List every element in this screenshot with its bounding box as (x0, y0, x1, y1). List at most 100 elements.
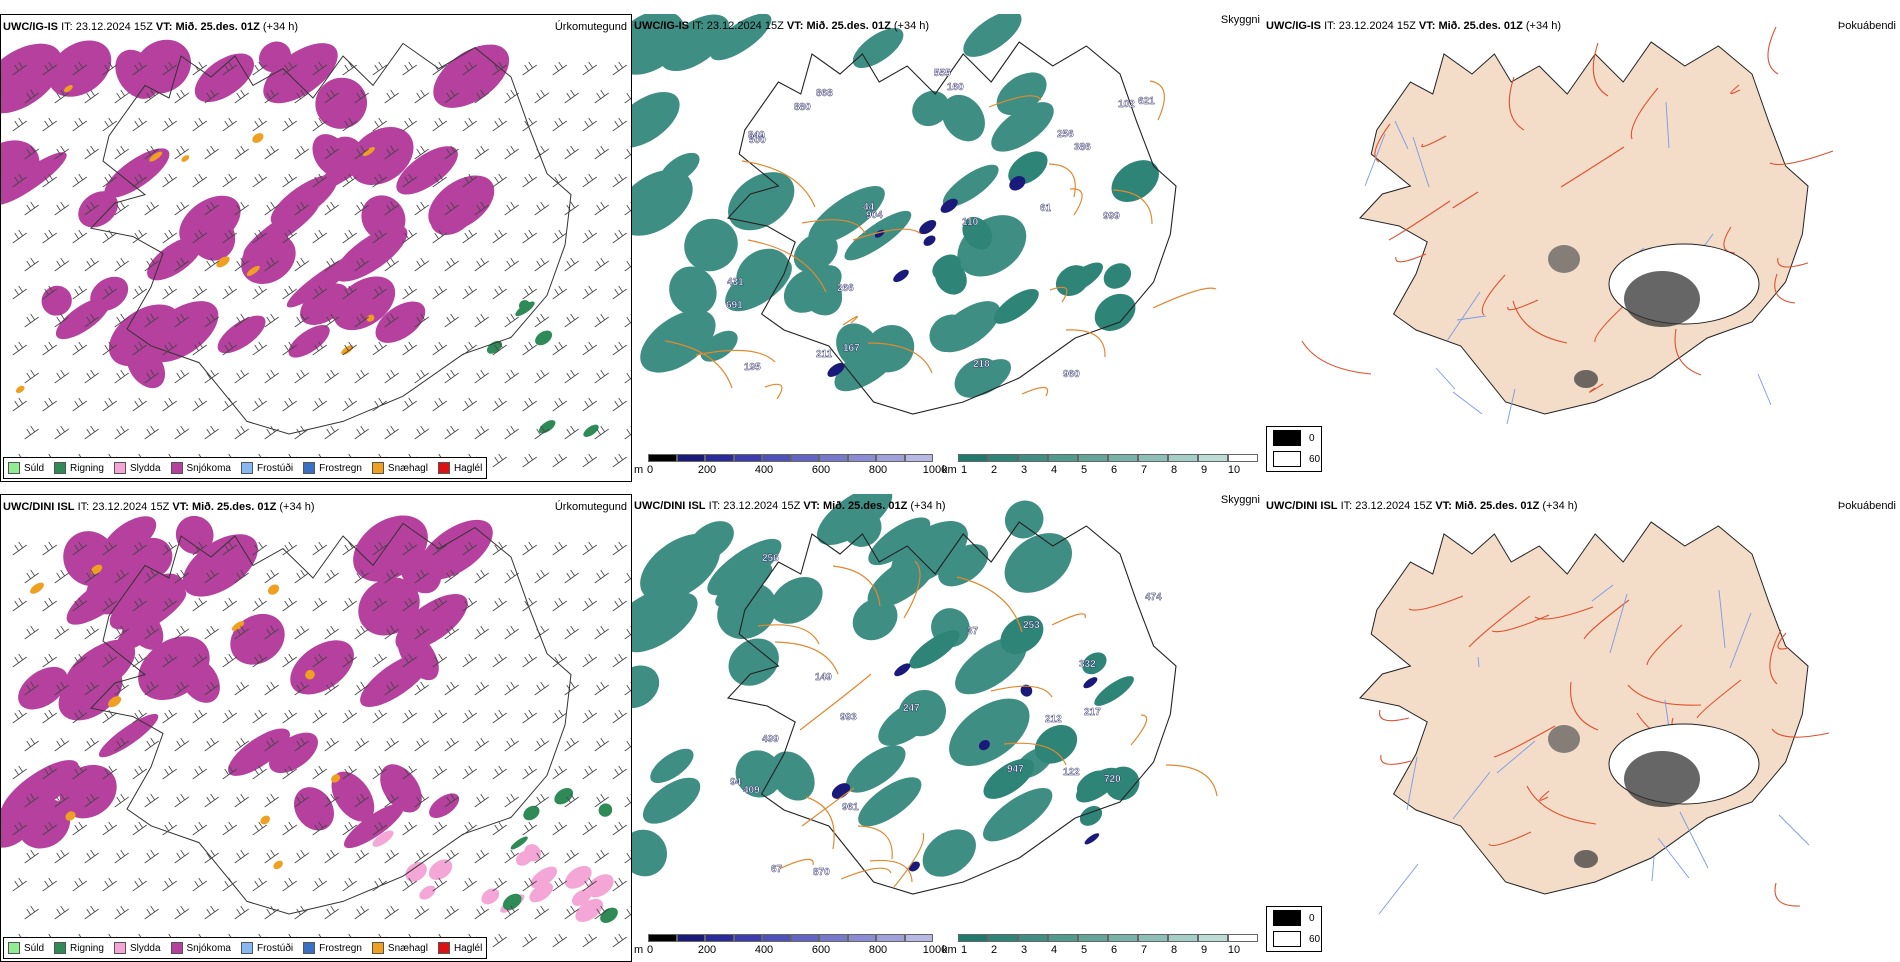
wind-barb (222, 821, 237, 836)
wind-barb (132, 341, 147, 356)
visibility-map: 870 947 993 961 720 253 499 474 212 94 149 122 247 40… (632, 494, 1218, 895)
legend-swatch (437, 462, 450, 474)
snow-area (78, 191, 118, 228)
wind-barb (192, 285, 207, 300)
wind-barb (24, 793, 39, 808)
panel-header: UWC/DINI ISL IT: 23.12.2024 15Z VT: Mið.… (3, 501, 315, 513)
colorbar-segment (705, 934, 734, 942)
sleet-area (372, 830, 394, 847)
wind-barb (552, 397, 567, 412)
it-time: 23.12.2024 15Z (75, 21, 153, 33)
fog-signal-area (1624, 751, 1700, 807)
wind-barb (282, 821, 297, 836)
road (1065, 329, 1106, 358)
iceland-outline (90, 42, 572, 435)
wind-barb (342, 821, 357, 836)
snow-area (102, 516, 157, 560)
fog-signal-area (1624, 271, 1700, 327)
legend-item: Frostúði (240, 462, 293, 474)
wind-barb (474, 145, 489, 160)
rain-area (598, 803, 613, 817)
wind-barb (192, 877, 207, 892)
wind-barb (174, 145, 189, 160)
road (1777, 632, 1789, 650)
wind-barb (42, 877, 57, 892)
wind-barb (582, 285, 597, 300)
wind-barb (42, 541, 57, 556)
wind-barb (132, 285, 147, 300)
wind-barb (594, 425, 609, 440)
road (1468, 595, 1531, 648)
cloud-base-label: 102 (1118, 99, 1135, 110)
wind-barb (414, 89, 429, 104)
wind-barb (192, 173, 207, 188)
wind-barb (402, 229, 417, 244)
cloud-base-label: 499 (762, 734, 779, 745)
road (757, 624, 820, 645)
snow-area (290, 640, 354, 695)
wind-barb (234, 145, 249, 160)
wind-barb (162, 61, 177, 76)
road (956, 576, 1023, 633)
low-visibility-area (642, 777, 701, 824)
model-name: UWC/IG-IS (3, 21, 58, 33)
wind-barb (342, 597, 357, 612)
wind-barb (402, 285, 417, 300)
cloud-base-label: 266 (837, 283, 854, 294)
road (1395, 253, 1427, 263)
legend-item: Haglél (437, 942, 482, 954)
wind-barb (432, 709, 447, 724)
wind-barb (84, 737, 99, 752)
cloud-base-area (827, 362, 845, 377)
wind-barb (42, 173, 57, 188)
wind-barb (402, 61, 417, 76)
wind-barb (24, 145, 39, 160)
wind-barb (342, 173, 357, 188)
wind-barb (72, 597, 87, 612)
wind-barb (162, 653, 177, 668)
wind-barb (294, 369, 309, 384)
wind-barb (522, 877, 537, 892)
wind-barb (72, 653, 87, 668)
wind-barb (384, 369, 399, 384)
legend-item: Súld (8, 942, 44, 954)
wind-barb (204, 737, 219, 752)
wind-barb (624, 145, 631, 160)
colorbar-tick: 6 (1110, 464, 1118, 476)
wind-barb (582, 933, 597, 948)
wind-barb (444, 425, 459, 440)
wind-barb (312, 765, 327, 780)
lead-time: (+34 h) (262, 21, 299, 33)
wind-barb (342, 117, 357, 132)
model-name: UWC/IG-IS (634, 20, 689, 32)
wind-barb (414, 681, 429, 696)
fog-legend: 0 60 (1266, 426, 1322, 472)
road (869, 859, 913, 883)
wind-barb (612, 597, 627, 612)
wind-barb (474, 625, 489, 640)
wind-barb (54, 737, 69, 752)
wind-barb (84, 905, 99, 920)
wind-barb (612, 877, 627, 892)
river (1679, 811, 1709, 869)
wind-barb (144, 257, 159, 272)
wind-barb (474, 257, 489, 272)
wind-barb (402, 653, 417, 668)
wind-barb (84, 425, 99, 440)
wind-barb (582, 61, 597, 76)
colorbar-segment (819, 934, 848, 942)
low-visibility-area (954, 358, 999, 398)
snow-area (48, 40, 112, 97)
low-visibility-area (942, 94, 985, 142)
cloud-base-area (831, 783, 851, 799)
wind-barb (42, 341, 57, 356)
colorbar-segment (847, 454, 876, 462)
wind-barb (534, 569, 549, 584)
cloud-base-label: 211 (816, 349, 833, 360)
river (1651, 856, 1655, 882)
snow-area (380, 764, 422, 813)
low-visibility-area (834, 337, 903, 392)
wind-barb (324, 369, 339, 384)
wind-barb (282, 173, 297, 188)
low-visibility-area (1111, 160, 1159, 203)
